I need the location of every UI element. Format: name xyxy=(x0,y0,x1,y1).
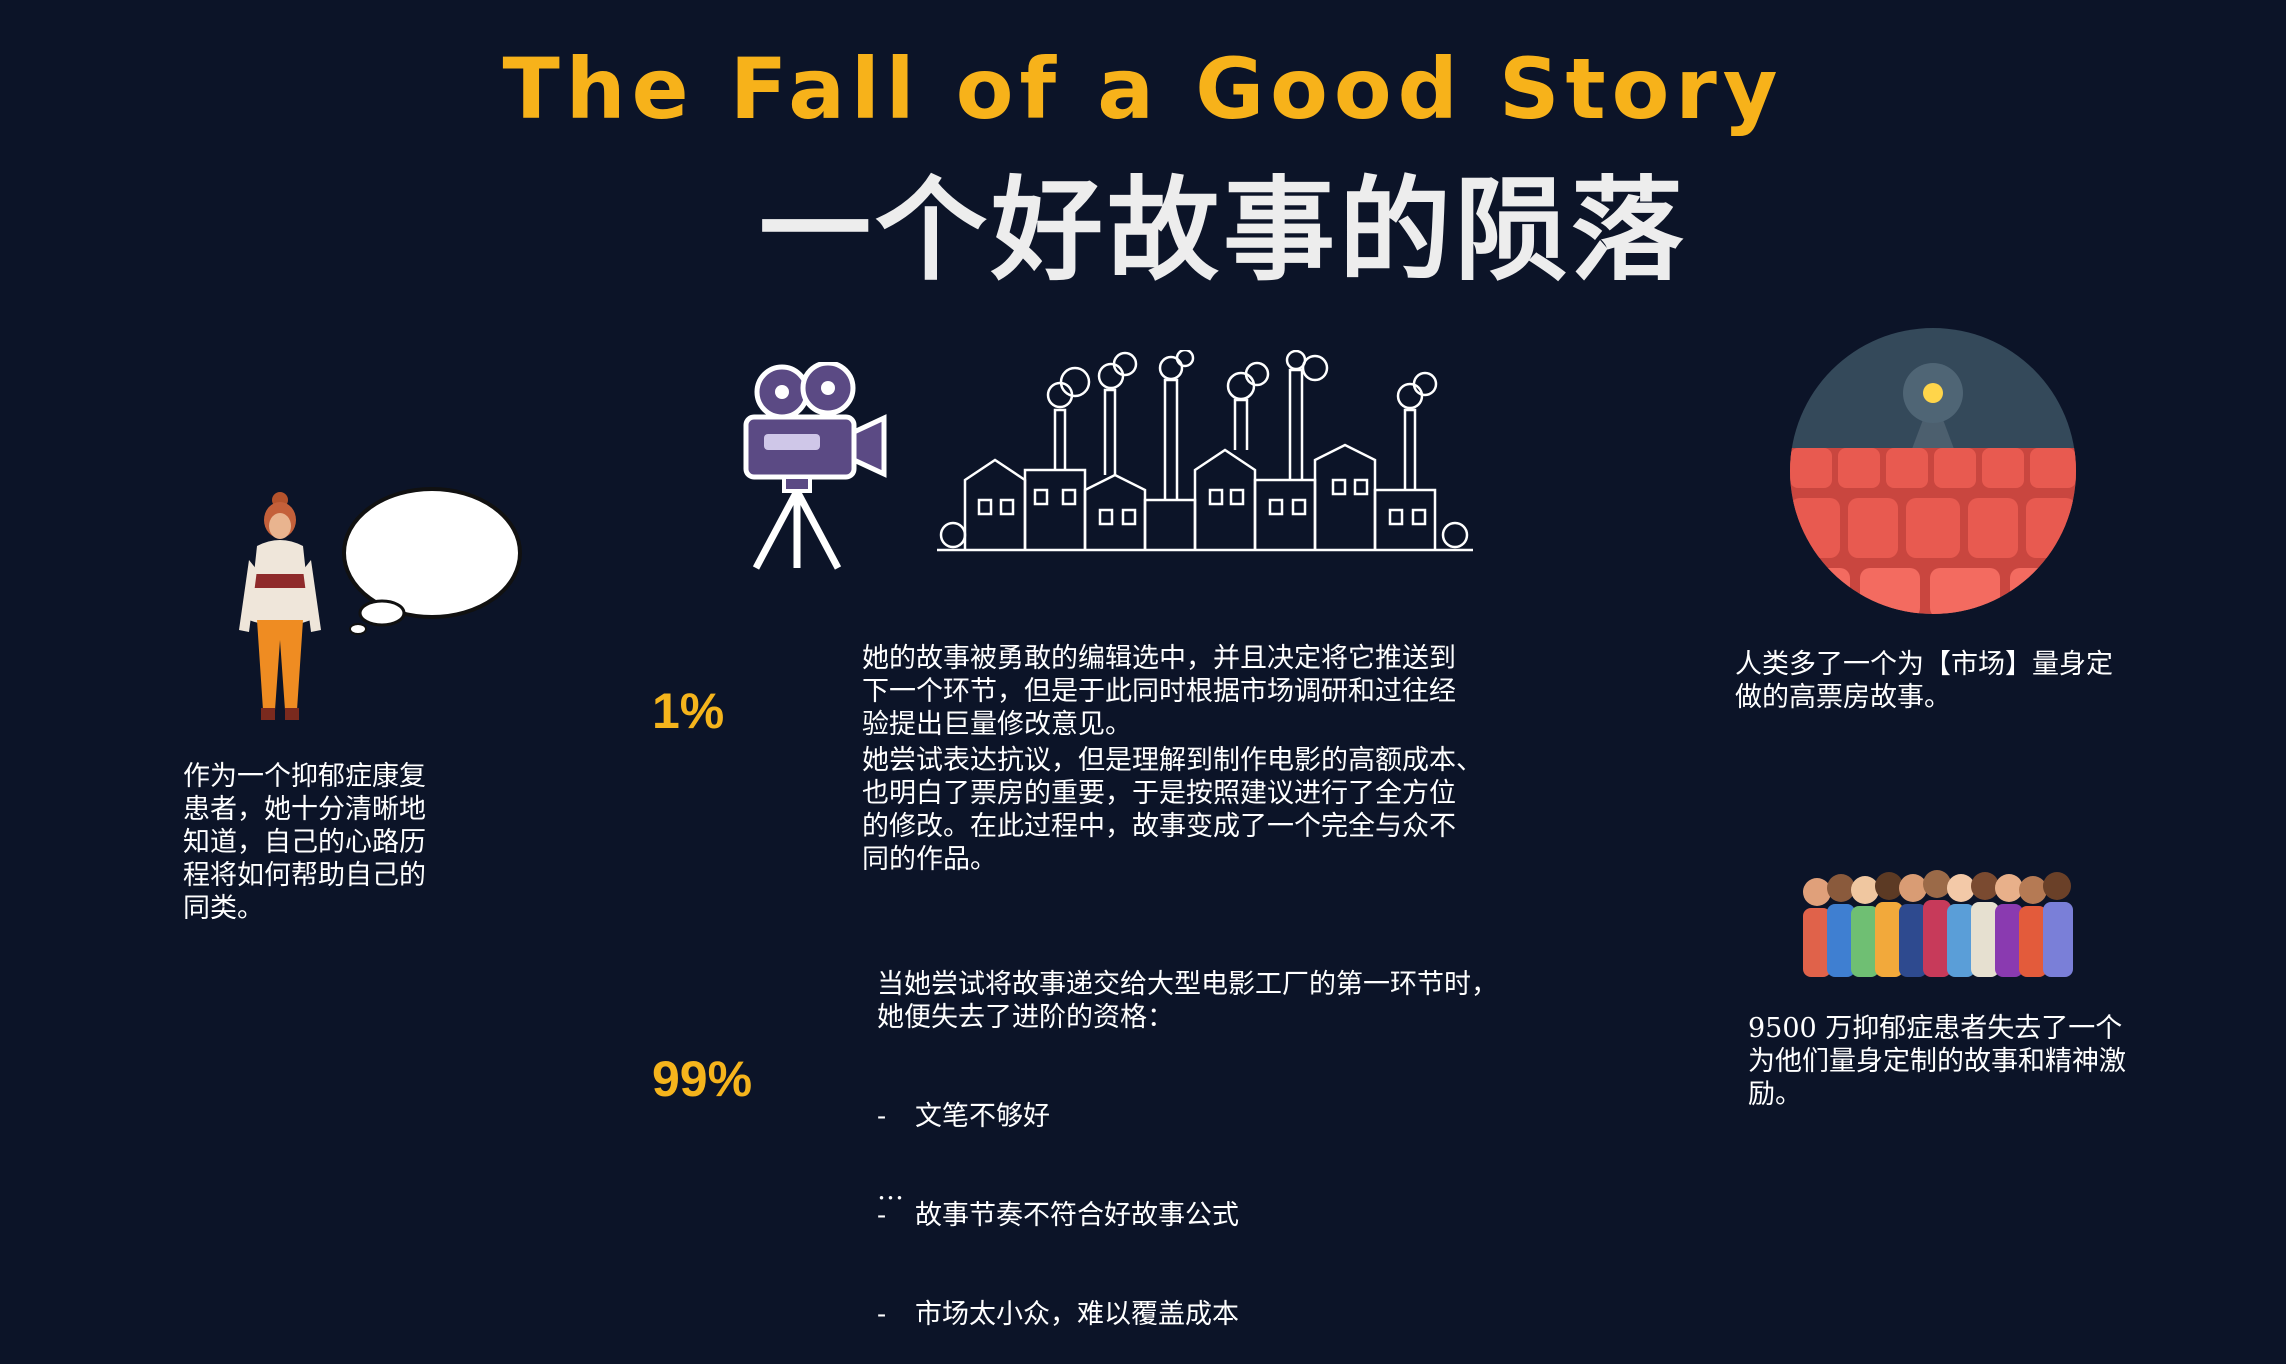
list-item: - 文笔不够好 xyxy=(877,1100,1597,1133)
movie-camera-icon xyxy=(740,362,890,572)
stat-99-intro: 当她尝试将故事递交给大型电影工厂的第一环节时， 她便失去了进阶的资格： xyxy=(877,969,1498,1033)
list-item: - 故事节奏不符合好故事公式 xyxy=(877,1199,1597,1232)
list-dash: - xyxy=(877,1101,887,1132)
right-bottom-caption: 9500 万抑郁症患者失去了一个 为他们量身定制的故事和精神激 励。 xyxy=(1748,1013,2126,1110)
title-chinese: 一个好故事的陨落 xyxy=(759,166,1687,296)
reason-text: 故事节奏不符合好故事公式 xyxy=(915,1200,1239,1231)
left-caption: 作为一个抑郁症康复 患者，她十分清晰地 知道，自己的心路历 程将如何帮助自己的 … xyxy=(183,761,426,924)
reason-text: 市场太小众，难以覆盖成本 xyxy=(915,1299,1239,1330)
stat-99-percent: 99% xyxy=(652,1051,753,1107)
stat-1-percent: 1% xyxy=(652,683,725,739)
cinema-seats-icon xyxy=(1790,328,2076,614)
reason-text: 文笔不够好 xyxy=(915,1101,1050,1132)
thought-bubble-icon xyxy=(340,485,530,635)
woman-icon xyxy=(235,490,325,730)
stat-1-paragraph-1: 她的故事被勇敢的编辑选中，并且决定将它推送到 下一个环节，但是于此同时根据市场调… xyxy=(862,643,1456,740)
stat-1-paragraph-2: 她尝试表达抗议，但是理解到制作电影的高额成本、 也明白了票房的重要，于是按照建议… xyxy=(862,745,1483,875)
stat-99-ellipsis: … xyxy=(877,1175,904,1206)
list-dash: - xyxy=(877,1299,887,1330)
title-english: The Fall of a Good Story xyxy=(502,40,1784,138)
list-dash: - xyxy=(877,1200,887,1231)
stat-99-reasons: - 文笔不够好 - 故事节奏不符合好故事公式 - 市场太小众，难以覆盖成本 xyxy=(877,1034,1597,1364)
right-top-caption: 人类多了一个为【市场】量身定 做的高票房故事。 xyxy=(1735,649,2113,713)
factory-skyline-icon xyxy=(935,350,1475,555)
crowd-icon xyxy=(1795,862,2085,977)
list-item: - 市场太小众，难以覆盖成本 xyxy=(877,1298,1597,1331)
